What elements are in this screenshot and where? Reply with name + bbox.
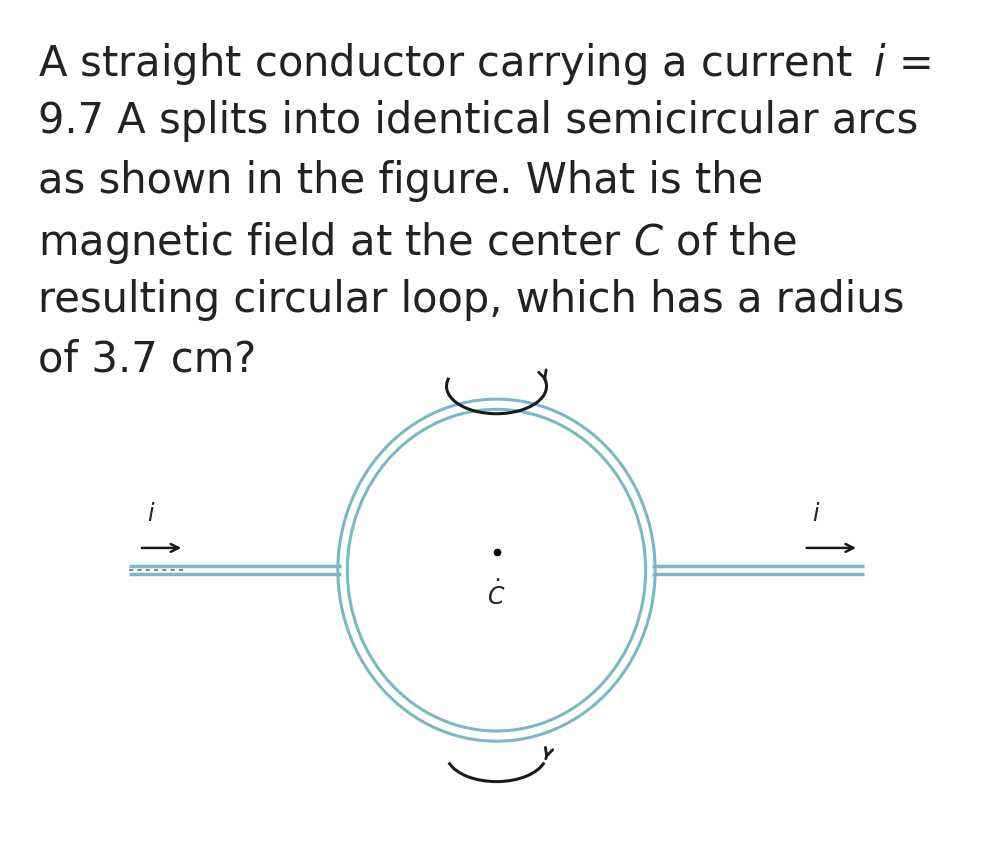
Text: of 3.7 cm?: of 3.7 cm? xyxy=(38,339,256,380)
Text: $i$: $i$ xyxy=(147,503,155,526)
Text: $\.{C}$: $\.{C}$ xyxy=(488,580,505,610)
Text: as shown in the figure. What is the: as shown in the figure. What is the xyxy=(38,160,764,202)
Text: A straight conductor carrying a current  $i$ =: A straight conductor carrying a current … xyxy=(38,41,930,87)
Text: resulting circular loop, which has a radius: resulting circular loop, which has a rad… xyxy=(38,279,905,321)
Text: $i$: $i$ xyxy=(811,503,820,526)
Text: 9.7 A splits into identical semicircular arcs: 9.7 A splits into identical semicircular… xyxy=(38,100,919,142)
Text: magnetic field at the center $C$ of the: magnetic field at the center $C$ of the xyxy=(38,220,797,266)
